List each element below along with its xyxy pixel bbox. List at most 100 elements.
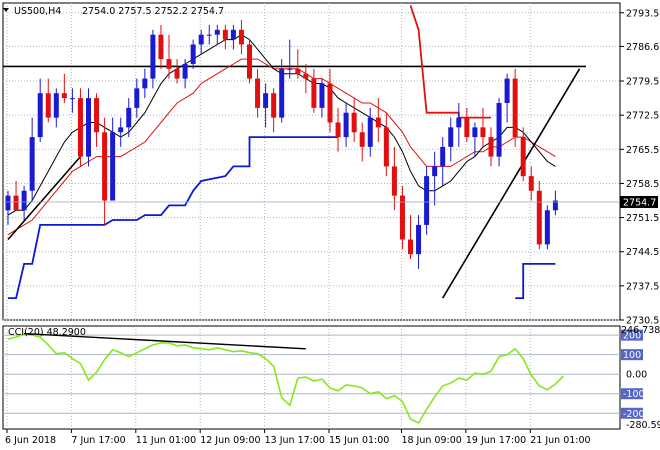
- candle[interactable]: [375, 98, 381, 142]
- main-frame: [2, 2, 621, 321]
- candle-body: [287, 68, 293, 70]
- candle[interactable]: [45, 78, 51, 123]
- candle[interactable]: [504, 73, 510, 123]
- candle[interactable]: [247, 39, 252, 84]
- cci-level-badge: [621, 349, 643, 361]
- candle[interactable]: [126, 98, 132, 138]
- candle[interactable]: [536, 181, 542, 250]
- candle[interactable]: [383, 112, 389, 177]
- candle[interactable]: [520, 127, 526, 182]
- candle[interactable]: [230, 24, 236, 50]
- cci-line: [7, 333, 565, 425]
- cci-level-label: -100: [623, 389, 645, 400]
- candle[interactable]: [271, 88, 277, 133]
- candle[interactable]: [303, 63, 309, 94]
- candle[interactable]: [198, 29, 204, 55]
- candle[interactable]: [86, 88, 91, 167]
- candle[interactable]: [255, 68, 261, 118]
- candle-body: [230, 29, 236, 40]
- candle[interactable]: [456, 102, 462, 147]
- candle[interactable]: [102, 117, 108, 225]
- candle[interactable]: [174, 59, 180, 84]
- candle[interactable]: [61, 73, 67, 103]
- candle[interactable]: [214, 24, 220, 45]
- candle[interactable]: [5, 190, 11, 225]
- candle[interactable]: [190, 39, 196, 69]
- candle[interactable]: [238, 20, 244, 55]
- candle[interactable]: [110, 117, 116, 201]
- candle[interactable]: [29, 117, 35, 201]
- candle[interactable]: [166, 34, 172, 79]
- candle[interactable]: [206, 24, 212, 45]
- candle[interactable]: [432, 151, 438, 206]
- candle[interactable]: [440, 137, 446, 186]
- candle[interactable]: [327, 68, 333, 133]
- candle[interactable]: [77, 88, 83, 167]
- candle-body: [271, 93, 277, 118]
- y-tick-label: 2730.5: [626, 316, 659, 327]
- candle[interactable]: [424, 166, 430, 235]
- main-plot[interactable]: [3, 5, 620, 299]
- candle[interactable]: [134, 78, 140, 118]
- candle[interactable]: [13, 181, 19, 211]
- candle-body: [142, 78, 148, 89]
- candle-body: [110, 132, 116, 201]
- candle[interactable]: [311, 68, 317, 113]
- candle[interactable]: [351, 98, 357, 142]
- candle[interactable]: [544, 205, 550, 250]
- candle[interactable]: [464, 107, 470, 142]
- candle-body: [335, 122, 341, 138]
- candle[interactable]: [528, 166, 534, 201]
- cci-plot[interactable]: [7, 332, 565, 425]
- candle[interactable]: [496, 98, 502, 167]
- candle-body: [544, 210, 550, 245]
- trend-line[interactable]: [442, 68, 581, 299]
- candle[interactable]: [416, 215, 422, 269]
- candle[interactable]: [53, 88, 59, 128]
- candle[interactable]: [488, 127, 494, 167]
- x-tick-label: 19 Jun 17:00: [466, 435, 526, 446]
- candle[interactable]: [158, 24, 164, 69]
- candle[interactable]: [94, 93, 100, 147]
- candle-body: [206, 34, 212, 36]
- candle[interactable]: [319, 78, 325, 118]
- candle-body: [69, 98, 75, 100]
- candle[interactable]: [448, 117, 454, 162]
- candle-body: [359, 132, 365, 147]
- candle[interactable]: [263, 83, 269, 128]
- candle[interactable]: [367, 107, 373, 157]
- candle[interactable]: [391, 146, 397, 211]
- candle[interactable]: [222, 24, 228, 50]
- candle[interactable]: [359, 122, 365, 162]
- dropdown-triangle-icon[interactable]: [3, 8, 9, 12]
- candle[interactable]: [21, 185, 27, 221]
- candle[interactable]: [69, 88, 75, 113]
- candle[interactable]: [295, 49, 301, 79]
- trend-line[interactable]: [7, 156, 82, 241]
- candle[interactable]: [552, 190, 558, 216]
- candle[interactable]: [279, 59, 285, 123]
- cci-label: CCI(20) 48.2900: [8, 327, 86, 338]
- candle[interactable]: [335, 107, 341, 152]
- candle-body: [512, 78, 518, 138]
- cci-trend-line[interactable]: [24, 332, 306, 350]
- candle[interactable]: [287, 39, 293, 79]
- candle[interactable]: [150, 29, 156, 89]
- candle[interactable]: [408, 215, 413, 260]
- candle[interactable]: [399, 185, 405, 250]
- candle[interactable]: [343, 102, 349, 147]
- x-tick-label: 15 Jun 01:00: [329, 435, 389, 446]
- candle[interactable]: [472, 122, 478, 157]
- candle[interactable]: [480, 107, 486, 147]
- candle[interactable]: [37, 78, 43, 142]
- candle-body: [552, 200, 558, 211]
- candle-body: [45, 93, 51, 118]
- candle[interactable]: [512, 68, 518, 147]
- candle-body: [247, 44, 252, 79]
- candle[interactable]: [142, 68, 148, 99]
- candle[interactable]: [118, 117, 124, 147]
- y-tick-label: 2744.5: [626, 247, 659, 258]
- candle[interactable]: [182, 59, 188, 89]
- y-tick-label: 2779.5: [626, 77, 659, 88]
